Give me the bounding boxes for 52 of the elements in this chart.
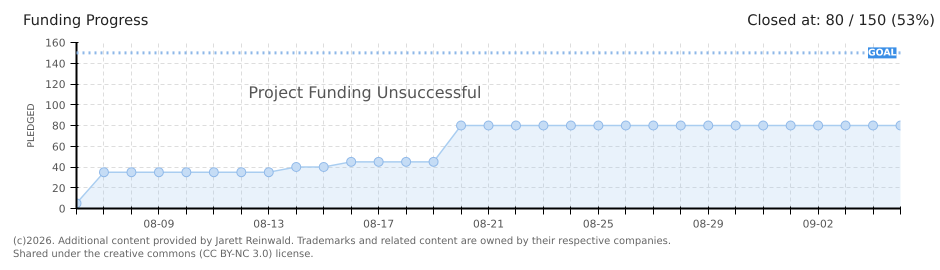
x-tick-label: 08-25 xyxy=(582,218,614,230)
point xyxy=(676,120,686,130)
chart-title: Funding Progress xyxy=(23,11,148,31)
point xyxy=(813,120,824,130)
y-tick-label: 120 xyxy=(45,78,66,91)
point xyxy=(291,162,302,172)
point xyxy=(401,156,412,167)
y-axis-title: PLEDGED xyxy=(26,103,38,148)
point xyxy=(98,167,109,178)
text: Shared under the creative commons (CC BY-NC 3.0) license. xyxy=(13,249,314,260)
text: (c)2026. Additional content provided by Jarett Reinwald. Trademarks and related content are owned by their respective companies. xyxy=(13,236,671,247)
point xyxy=(758,120,768,130)
chart-subtitle: Closed at: 80 / 150 (53%) xyxy=(747,11,935,31)
y-tick-label: 160 xyxy=(45,36,66,50)
x-tick-label: 09-02 xyxy=(802,218,834,230)
y-tick-label: 0 xyxy=(58,202,66,216)
point xyxy=(236,167,246,178)
point xyxy=(620,120,631,130)
point xyxy=(208,167,219,178)
x-tick-label: 08-13 xyxy=(253,218,284,230)
x-tick-label: 08-21 xyxy=(473,218,504,230)
x-tick-label: 08-29 xyxy=(692,218,724,230)
point xyxy=(126,167,136,178)
ref-line-label: GOAL xyxy=(868,47,897,58)
annotation: Project Funding Unsuccessful xyxy=(248,82,482,102)
x-tick-label: 08-17 xyxy=(363,218,394,230)
point xyxy=(566,120,576,130)
point xyxy=(181,167,192,178)
point xyxy=(703,120,714,130)
point xyxy=(786,120,796,130)
x-tick-label: 08-09 xyxy=(143,218,175,230)
y-tick-label: 20 xyxy=(52,182,66,195)
y-tick-label: 60 xyxy=(52,140,66,154)
y-tick-label: 140 xyxy=(45,57,66,70)
point xyxy=(154,167,164,178)
point xyxy=(318,162,329,172)
point xyxy=(346,156,356,167)
point xyxy=(456,120,466,130)
point xyxy=(538,120,548,130)
y-tick-label: 100 xyxy=(45,98,66,112)
point xyxy=(648,120,658,130)
point xyxy=(428,156,439,167)
point xyxy=(730,120,741,130)
y-tick-label: 80 xyxy=(52,120,66,132)
point xyxy=(593,120,604,130)
point xyxy=(374,156,384,167)
point xyxy=(484,120,494,130)
point xyxy=(510,120,521,130)
point xyxy=(840,120,851,130)
point xyxy=(264,167,274,178)
point xyxy=(868,120,878,130)
y-tick-label: 40 xyxy=(52,161,66,174)
